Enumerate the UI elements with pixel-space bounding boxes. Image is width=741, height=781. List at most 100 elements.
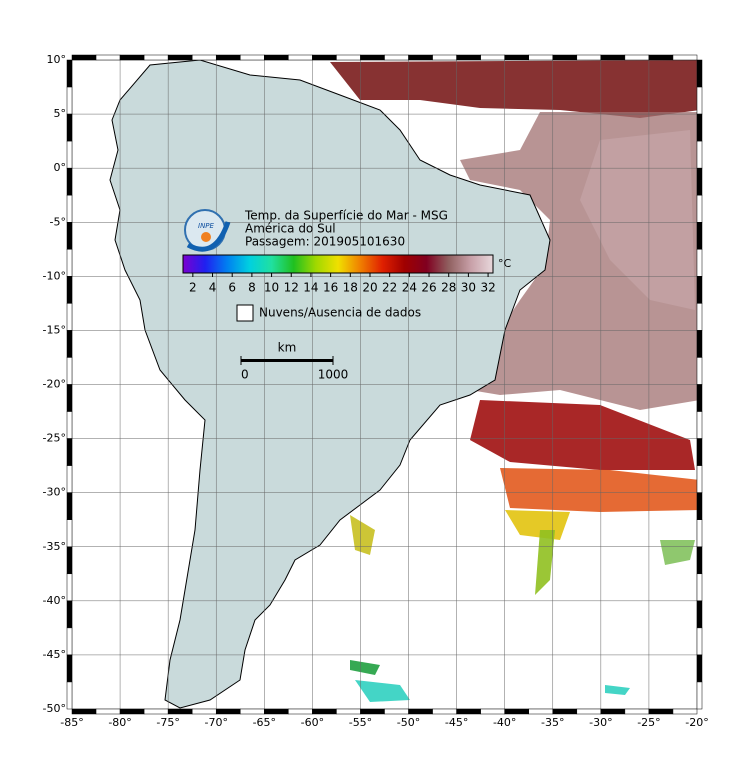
frame-segment [264, 54, 289, 61]
frame-segment [648, 54, 674, 61]
colorbar-tick-label: 22 [382, 281, 397, 295]
frame-segment [696, 600, 703, 629]
frame-segment [66, 276, 73, 304]
x-tick-label: -65° [253, 716, 276, 729]
frame-segment [696, 492, 703, 520]
frame-segment [576, 54, 602, 61]
frame-segment [696, 411, 703, 439]
frame-segment [66, 222, 73, 250]
frame-segment [696, 465, 703, 493]
frame-segment [66, 654, 73, 683]
y-tick-label: 5° [54, 107, 67, 120]
frame-segment [696, 249, 703, 277]
y-tick-label: -40° [43, 594, 66, 607]
frame-segment [696, 654, 703, 683]
frame-segment [696, 681, 703, 710]
frame-segment [66, 59, 73, 88]
frame-segment [456, 54, 481, 61]
frame-segment [66, 113, 73, 142]
frame-segment [191, 54, 217, 61]
x-tick-label: -45° [445, 716, 468, 729]
frame-segment [66, 573, 73, 602]
frame-segment [66, 519, 73, 547]
y-tick-label: -20° [43, 378, 66, 391]
frame-segment [648, 708, 674, 715]
frame-segment [143, 54, 169, 61]
scale-label: 1000 [318, 368, 349, 382]
title-line: Passagem: 201905101630 [245, 235, 405, 249]
frame-segment [456, 708, 481, 715]
title-line: Temp. da Superfície do Mar - MSG [244, 209, 448, 223]
y-tick-label: -35° [43, 540, 66, 553]
frame-segment [66, 438, 73, 466]
frame-segment [66, 384, 73, 412]
frame-segment [528, 708, 554, 715]
frame-segment [66, 330, 73, 358]
frame-segment [66, 600, 73, 629]
scale-bar-body [241, 359, 333, 362]
frame-segment [552, 54, 578, 61]
colorbar-tick-label: 10 [264, 281, 279, 295]
x-tick-label: -85° [60, 716, 83, 729]
colorbar-tick-label: 8 [248, 281, 256, 295]
frame-segment [66, 627, 73, 656]
frame-segment [696, 573, 703, 602]
frame-segment [696, 167, 703, 196]
x-tick-label: -20° [685, 716, 708, 729]
frame-segment [696, 330, 703, 358]
y-tick-label: -10° [43, 269, 66, 282]
frame-segment [624, 54, 650, 61]
frame-segment [66, 465, 73, 493]
colorbar-tick-label: 12 [284, 281, 299, 295]
frame-segment [336, 708, 361, 715]
frame-segment [336, 54, 361, 61]
frame-segment [432, 54, 457, 61]
frame-segment [66, 303, 73, 331]
frame-segment [696, 222, 703, 250]
frame-segment [119, 54, 145, 61]
sst-field [330, 60, 700, 702]
title-line: América do Sul [245, 222, 336, 236]
frame-segment [264, 708, 289, 715]
frame-segment [408, 54, 433, 61]
frame-segment [71, 54, 97, 61]
colorbar-tick-label: 24 [402, 281, 417, 295]
frame-segment [672, 54, 698, 61]
frame-segment [696, 384, 703, 412]
x-tick-label: -50° [397, 716, 420, 729]
frame-segment [119, 708, 145, 715]
scale-unit: km [278, 341, 297, 355]
scale-label: 0 [241, 368, 249, 382]
frame-segment [360, 708, 385, 715]
legend-label: Nuvens/Ausencia de dados [259, 306, 421, 320]
frame-segment [95, 54, 121, 61]
frame-segment [312, 54, 337, 61]
x-tick-label: -80° [108, 716, 131, 729]
frame-segment [696, 303, 703, 331]
frame-segment [696, 86, 703, 115]
colorbar-tick-label: 32 [480, 281, 495, 295]
colorbar-tick-label: 4 [209, 281, 217, 295]
x-tick-label: -55° [349, 716, 372, 729]
colorbar [182, 254, 494, 274]
frame-segment [66, 86, 73, 115]
frame-segment [624, 708, 650, 715]
frame-segment [66, 357, 73, 385]
frame-segment [66, 546, 73, 575]
frame-segment [143, 708, 169, 715]
legend-swatch [236, 304, 254, 322]
colorbar-tick-label: 26 [421, 281, 436, 295]
frame-segment [432, 708, 457, 715]
map-frame: -85° -80° -75° -70° -65° -60° -55° -50° -45° -40°… [43, 53, 709, 729]
frame-segment [480, 708, 505, 715]
frame-segment [696, 276, 703, 304]
frame-segment [528, 54, 554, 61]
colorbar-unit: °C [498, 257, 512, 270]
colorbar-tick-label: 16 [323, 281, 338, 295]
frame-segment [696, 519, 703, 547]
frame-segment [600, 54, 626, 61]
colorbar-tick-label: 14 [303, 281, 318, 295]
frame-segment [576, 708, 602, 715]
frame-segment [480, 54, 505, 61]
